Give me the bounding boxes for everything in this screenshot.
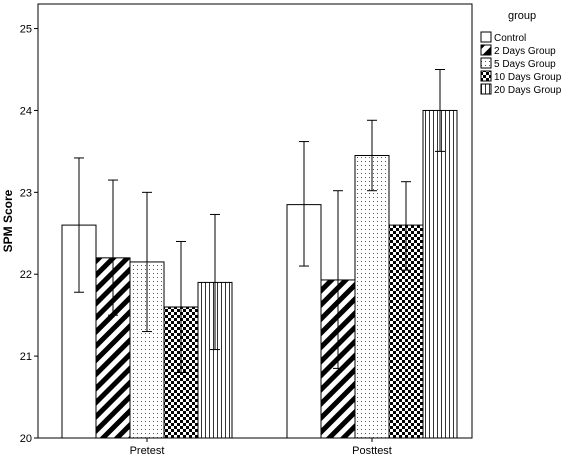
x-tick-label: Posttest (352, 445, 392, 457)
error-bars (74, 69, 445, 373)
legend: group Control 2 Days Group 5 Days Group 10 … (480, 10, 562, 96)
legend-swatch (480, 70, 492, 82)
y-tick-label: 22 (20, 269, 32, 281)
y-axis: 20 21 22 23 24 25 (20, 24, 38, 445)
legend-label: 5 Days Group (494, 59, 556, 70)
y-tick-label: 24 (20, 105, 32, 117)
legend-label: 20 Days Group (494, 85, 562, 96)
bar-5-days-group-posttest (354, 154, 390, 439)
y-tick-label: 20 (20, 433, 32, 445)
legend-title: group (508, 10, 536, 22)
bar-20-days-group-posttest (422, 109, 458, 439)
legend-label: 10 Days Group (494, 72, 562, 83)
legend-swatch (480, 83, 492, 95)
y-tick-label: 23 (20, 187, 32, 199)
y-axis-title: SPM Score (1, 189, 15, 252)
x-tick-label: Pretest (130, 445, 165, 457)
legend-swatch (480, 57, 492, 69)
legend-label: 2 Days Group (494, 46, 556, 57)
legend-label: Control (494, 33, 526, 44)
y-tick-label: 25 (20, 24, 32, 36)
legend-swatch (480, 31, 492, 43)
legend-swatch (480, 44, 492, 56)
x-axis: Pretest Posttest (130, 438, 392, 457)
y-tick-label: 21 (20, 351, 32, 363)
